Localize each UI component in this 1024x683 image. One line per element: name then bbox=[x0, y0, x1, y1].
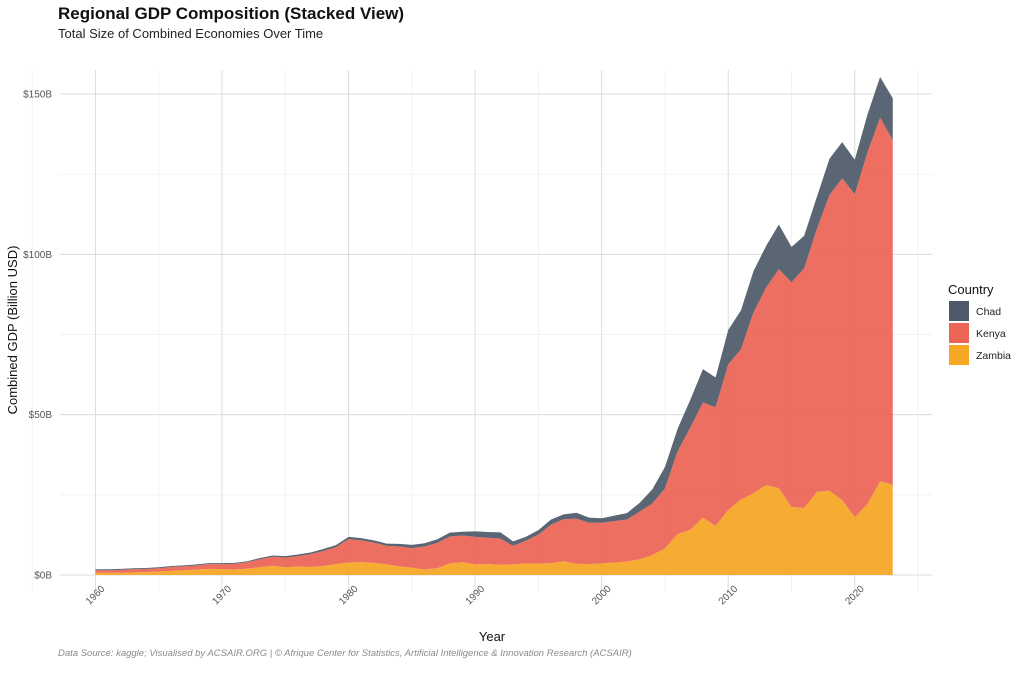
legend-title: Country bbox=[948, 282, 994, 297]
legend-key-zambia bbox=[949, 345, 969, 365]
legend: Country Chad Kenya Zambia bbox=[948, 282, 1011, 365]
y-axis-ticks: $0B $50B $100B $150B bbox=[23, 90, 52, 582]
x-tick-label: 2020 bbox=[843, 583, 867, 607]
x-tick-label: 1990 bbox=[464, 583, 488, 607]
y-tick-label: $100B bbox=[23, 250, 52, 261]
x-tick-label: 2010 bbox=[717, 583, 741, 607]
area-zambia bbox=[95, 481, 893, 575]
y-tick-label: $50B bbox=[29, 410, 53, 421]
x-tick-label: 2000 bbox=[590, 583, 614, 607]
legend-label-chad: Chad bbox=[976, 306, 1001, 318]
legend-label-kenya: Kenya bbox=[976, 328, 1006, 340]
y-axis-title: Combined GDP (Billion USD) bbox=[5, 246, 20, 415]
area-kenya bbox=[95, 117, 893, 573]
area-series bbox=[95, 77, 893, 575]
x-axis-ticks: 1960 1970 1980 1990 2000 2010 2020 bbox=[84, 583, 867, 607]
legend-key-chad bbox=[949, 301, 969, 321]
chart-title: Regional GDP Composition (Stacked View) bbox=[58, 4, 405, 23]
legend-label-zambia: Zambia bbox=[976, 350, 1011, 362]
y-tick-label: $0B bbox=[34, 571, 52, 582]
legend-key-kenya bbox=[949, 323, 969, 343]
x-tick-label: 1980 bbox=[337, 583, 361, 607]
chart-caption: Data Source: kaggle; Visualised by ACSAI… bbox=[58, 648, 632, 659]
y-tick-label: $150B bbox=[23, 90, 52, 101]
x-tick-label: 1970 bbox=[211, 583, 235, 607]
chart-subtitle: Total Size of Combined Economies Over Ti… bbox=[58, 26, 324, 41]
x-axis-title: Year bbox=[479, 629, 506, 644]
area-chad bbox=[95, 77, 893, 571]
x-tick-label: 1960 bbox=[84, 583, 108, 607]
